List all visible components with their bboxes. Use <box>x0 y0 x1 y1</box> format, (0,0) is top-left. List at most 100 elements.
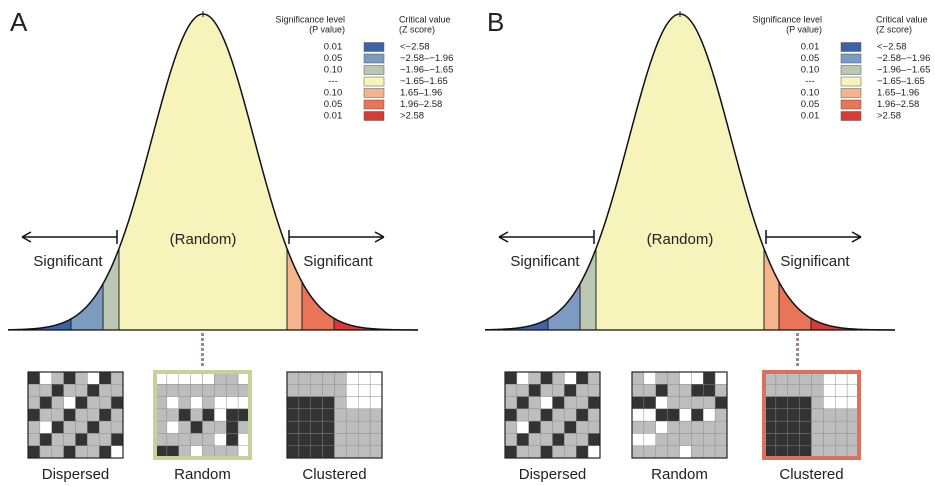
map-cell <box>322 396 335 410</box>
map-cell <box>787 433 800 446</box>
legend-p: 0.05 <box>324 99 343 110</box>
map-label: Dispersed <box>519 466 587 483</box>
map-cell <box>703 433 716 446</box>
map-cell <box>799 384 812 397</box>
map-cell <box>202 384 215 397</box>
map-cell <box>214 396 227 410</box>
map-cell <box>667 420 680 434</box>
map-cell <box>775 433 788 446</box>
map-cell <box>691 445 704 459</box>
map-cell <box>775 384 788 397</box>
legend-header: Critical value <box>399 14 451 24</box>
map-cell <box>714 408 728 422</box>
legend-swatch <box>363 53 385 64</box>
map-cell <box>655 384 668 397</box>
map-cell <box>190 396 203 410</box>
map-cell <box>564 408 577 422</box>
map-cell <box>504 408 518 422</box>
map-cell <box>504 433 518 446</box>
map-cell <box>811 384 824 397</box>
map-cell <box>823 433 836 446</box>
map-cell <box>75 408 88 422</box>
map-thumbnail <box>153 370 252 460</box>
map-cell <box>703 384 716 397</box>
map-cell <box>286 371 300 385</box>
side-label: Significant <box>780 253 850 270</box>
legend-p: 0.01 <box>801 42 820 53</box>
map-cell <box>75 396 88 410</box>
curve-region <box>8 318 71 330</box>
legend-swatch <box>840 111 862 121</box>
map-cell <box>714 433 728 446</box>
legend-header: (Z score) <box>399 24 435 34</box>
map-cell <box>540 445 553 459</box>
map-cell <box>27 396 41 410</box>
map-cell <box>703 396 716 410</box>
map-cell <box>799 396 812 410</box>
map-cell <box>714 371 728 385</box>
map-cell <box>516 420 529 434</box>
map-cell <box>540 420 553 434</box>
map-cell <box>226 396 239 410</box>
legend-p: 0.10 <box>324 65 343 76</box>
map-cell <box>87 433 100 446</box>
map-cell <box>39 384 52 397</box>
map-cell <box>51 445 64 459</box>
arrow-head <box>498 231 509 243</box>
curve-region <box>119 14 287 330</box>
map-cell <box>587 384 601 397</box>
legend-z: −1.96–−1.65 <box>400 65 453 76</box>
map-cell <box>27 371 41 385</box>
map-cell <box>346 396 359 410</box>
map-cell <box>99 408 112 422</box>
map-cell <box>823 396 836 410</box>
legend-z: <−2.58 <box>877 42 907 53</box>
map-label: Random <box>651 466 708 483</box>
panel-letter: B <box>487 7 504 37</box>
map-cell <box>286 445 300 459</box>
map-cell <box>178 396 191 410</box>
legend-swatch <box>840 65 862 75</box>
map-cell <box>667 445 680 459</box>
map-cell <box>587 371 601 385</box>
map-cell <box>310 445 323 459</box>
curve-region <box>334 318 418 330</box>
map-cell <box>787 396 800 410</box>
map-cell <box>310 371 323 385</box>
map-cell <box>655 433 668 446</box>
map-cell <box>667 396 680 410</box>
map-cell <box>214 384 227 397</box>
legend-header: (Z score) <box>876 24 912 34</box>
map-cell <box>835 384 848 397</box>
map-cell <box>110 420 124 434</box>
map-cell <box>655 371 668 385</box>
map-cell <box>334 371 347 385</box>
map-cell <box>110 408 124 422</box>
map-cell <box>787 408 800 422</box>
map-cell <box>552 384 565 397</box>
map-cell <box>667 433 680 446</box>
legend-z: >2.58 <box>400 111 424 122</box>
map-cell <box>835 396 848 410</box>
map-cell <box>166 396 179 410</box>
map-cell <box>27 445 41 459</box>
map-cell <box>691 384 704 397</box>
curve-region <box>596 14 764 330</box>
map-cell <box>51 384 64 397</box>
map-cell <box>346 371 359 385</box>
map-cell <box>87 445 100 459</box>
map-cell <box>75 384 88 397</box>
map-cell <box>835 420 848 434</box>
map-cell <box>334 384 347 397</box>
map-cell <box>202 408 215 422</box>
map-cell <box>27 408 41 422</box>
map-cell <box>39 433 52 446</box>
map-cell <box>714 384 728 397</box>
map-cell <box>63 433 76 446</box>
map-cell <box>516 445 529 459</box>
map-cell <box>631 396 645 410</box>
map-cell <box>516 396 529 410</box>
map-cell <box>799 433 812 446</box>
map-cell <box>576 384 589 397</box>
map-cell <box>334 445 347 459</box>
